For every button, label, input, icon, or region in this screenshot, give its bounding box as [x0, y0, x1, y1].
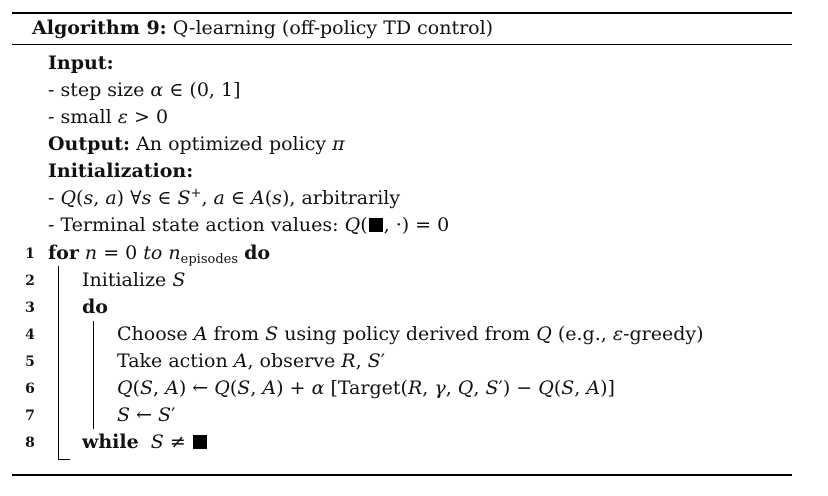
terminal-square-icon: [368, 218, 383, 232]
initialization-item-q: - Q(s, a) ∀s ∈ S+, a ∈ A(s), arbitrarily: [48, 186, 401, 209]
input-step-size: - step size α ∈ (0, 1]: [48, 79, 241, 101]
line-number: 7: [25, 408, 35, 424]
line-number: 2: [25, 273, 35, 289]
code-line-take-action: Take action A, observe R, S′: [117, 350, 386, 372]
top-rule: [12, 12, 792, 14]
header-rule: [12, 44, 792, 45]
for-block-end: [58, 459, 70, 460]
line-number: 8: [25, 435, 35, 451]
code-line-initialize: Initialize S: [82, 269, 186, 291]
line-number: 6: [25, 381, 35, 397]
code-line-do: do: [82, 296, 108, 318]
code-line-choose: Choose A from S using policy derived fro…: [117, 323, 704, 345]
line-number: 1: [25, 246, 35, 262]
code-line-for: for n = 0 to nepisodes do: [48, 242, 271, 267]
bottom-rule: [12, 474, 792, 476]
for-block-line: [58, 266, 59, 460]
input-small-epsilon: - small ε > 0: [48, 106, 169, 128]
algorithm-title: Algorithm 9: Q-learning (off-policy TD c…: [32, 15, 493, 41]
do-block-line: [93, 321, 94, 429]
algorithm-name: Q-learning (off-policy TD control): [172, 17, 494, 39]
terminal-square-icon: [192, 435, 207, 449]
input-heading: Input:: [48, 52, 114, 74]
initialization-heading: Initialization:: [48, 160, 194, 182]
code-line-update: Q(S, A) ← Q(S, A) + α [Target(R, γ, Q, S…: [117, 377, 615, 399]
line-number: 3: [25, 300, 35, 316]
algorithm-label: Algorithm 9:: [32, 17, 167, 39]
code-line-assign: S ← S′: [117, 404, 176, 426]
initialization-item-terminal: - Terminal state action values: Q(, ·) =…: [48, 214, 450, 236]
code-line-while: while S ≠: [82, 430, 208, 454]
line-number: 4: [25, 327, 35, 343]
line-number: 5: [25, 354, 35, 370]
output-line: Output: An optimized policy π: [48, 133, 345, 155]
